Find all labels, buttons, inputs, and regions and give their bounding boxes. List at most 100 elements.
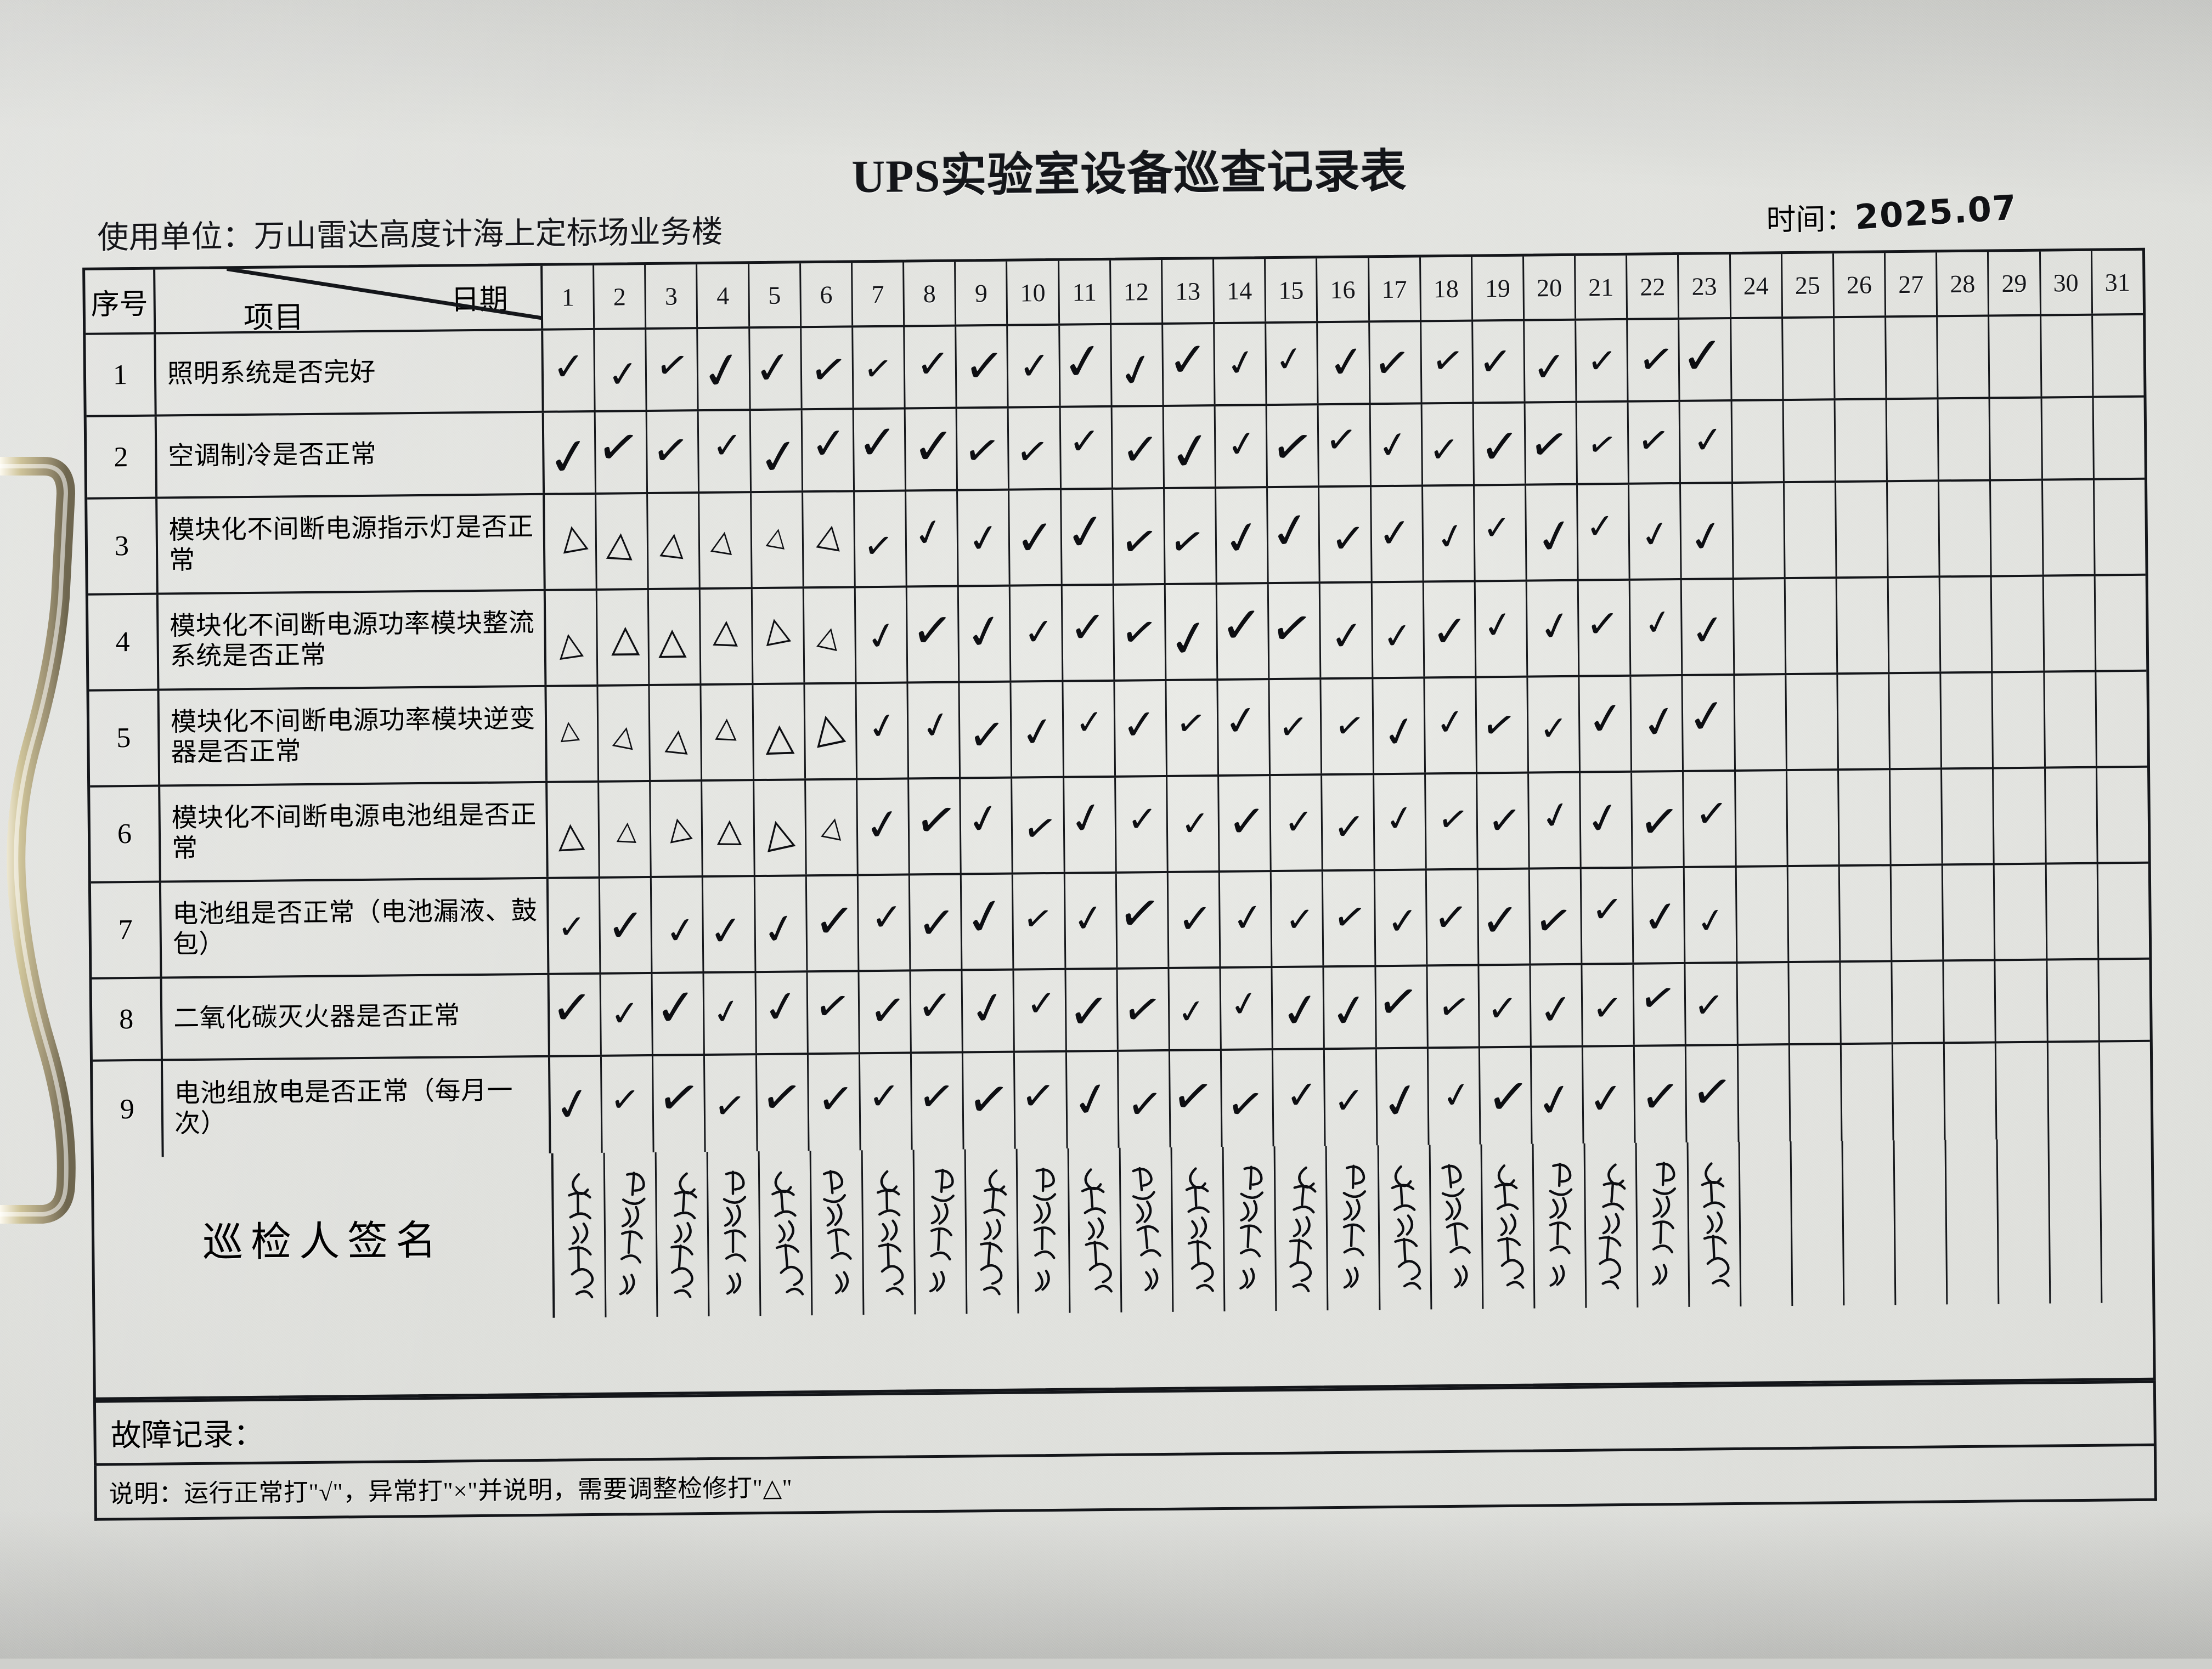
day-cell[interactable]: ✓ (1219, 776, 1272, 871)
day-cell[interactable]: ✓ (912, 1053, 964, 1150)
day-cell[interactable] (1993, 672, 2046, 767)
day-cell[interactable]: ✓ (602, 1056, 654, 1153)
day-cell[interactable]: ✓ (1578, 580, 1632, 675)
day-cell[interactable]: ✓ (1169, 969, 1222, 1049)
day-cell[interactable]: ✓ (1474, 485, 1527, 580)
day-cell[interactable]: ✓ (1009, 490, 1063, 585)
day-cell[interactable] (2047, 960, 2100, 1041)
day-cell[interactable]: ✓ (543, 330, 596, 411)
day-cell[interactable]: ✓ (1163, 324, 1216, 405)
day-cell[interactable]: ✓ (910, 875, 963, 970)
day-cell[interactable] (1838, 674, 1891, 769)
day-cell[interactable]: ✓ (1581, 772, 1633, 867)
signature-cell[interactable] (2101, 1138, 2152, 1303)
day-cell[interactable]: ✓ (1686, 1045, 1740, 1142)
day-cell[interactable]: ✓ (1376, 1049, 1430, 1146)
day-cell[interactable]: ✓ (1111, 324, 1164, 405)
day-cell[interactable]: ✓ (1272, 968, 1325, 1049)
day-cell[interactable]: ✓ (1681, 484, 1734, 578)
day-cell[interactable]: ✓ (1428, 1048, 1481, 1145)
day-cell[interactable]: ✓ (1061, 489, 1114, 584)
day-cell[interactable]: ✓ (549, 1056, 603, 1153)
day-cell[interactable]: ✓ (1324, 967, 1377, 1048)
day-cell[interactable]: ✓ (1218, 680, 1271, 775)
day-cell[interactable]: ✓ (1375, 870, 1428, 965)
day-cell[interactable]: ✓ (1632, 772, 1685, 867)
day-cell[interactable]: ✓ (1633, 868, 1686, 963)
day-cell[interactable]: ✓ (1271, 872, 1324, 966)
day-cell[interactable]: ✓ (1168, 1050, 1223, 1147)
day-cell[interactable]: ✓ (855, 587, 909, 682)
day-cell[interactable] (2093, 315, 2144, 396)
day-cell[interactable]: ✓ (961, 778, 1014, 873)
day-cell[interactable]: △ (752, 589, 805, 683)
day-cell[interactable] (1991, 480, 2044, 575)
day-cell[interactable]: ✓ (1628, 401, 1681, 483)
day-cell[interactable]: ✓ (1373, 678, 1426, 773)
day-cell[interactable]: ✓ (1325, 1049, 1378, 1146)
signature-cell[interactable] (862, 1150, 916, 1315)
day-cell[interactable]: ✓ (1323, 871, 1376, 966)
day-cell[interactable]: ✓ (548, 878, 601, 973)
day-cell[interactable]: ✓ (1062, 585, 1115, 680)
day-cell[interactable] (2097, 768, 2148, 862)
signature-cell[interactable] (914, 1149, 968, 1315)
day-cell[interactable] (1782, 318, 1836, 399)
day-cell[interactable]: ✓ (1525, 320, 1577, 401)
day-cell[interactable]: ✓ (1115, 873, 1170, 968)
day-cell[interactable]: ✓ (696, 329, 751, 410)
day-cell[interactable]: ✓ (1167, 777, 1220, 871)
signature-cell[interactable] (1740, 1141, 1793, 1306)
day-cell[interactable] (2045, 768, 2098, 863)
day-cell[interactable] (1838, 770, 1892, 865)
day-cell[interactable]: ✓ (1118, 969, 1170, 1050)
day-cell[interactable]: ✓ (1577, 402, 1630, 483)
day-cell[interactable]: ✓ (806, 876, 860, 971)
day-cell[interactable]: △ (803, 492, 856, 587)
signature-cell[interactable] (966, 1149, 1019, 1314)
day-cell[interactable]: ✓ (544, 412, 597, 493)
day-cell[interactable]: ✓ (652, 974, 706, 1054)
day-cell[interactable]: ✓ (1479, 965, 1532, 1046)
signature-cell[interactable] (1637, 1142, 1690, 1308)
day-cell[interactable]: ✓ (1266, 323, 1319, 404)
signature-cell[interactable] (1585, 1142, 1639, 1308)
day-cell[interactable]: ✓ (1164, 585, 1218, 679)
day-cell[interactable] (1732, 401, 1785, 482)
day-cell[interactable] (2042, 398, 2095, 479)
day-cell[interactable]: ✓ (1426, 870, 1480, 965)
day-cell[interactable]: ✓ (1112, 406, 1165, 488)
day-cell[interactable]: ✓ (1421, 321, 1474, 403)
day-cell[interactable]: ✓ (1635, 1046, 1688, 1143)
day-cell[interactable]: △ (753, 684, 806, 779)
day-cell[interactable]: ✓ (1114, 585, 1167, 680)
day-cell[interactable] (2094, 398, 2145, 478)
day-cell[interactable]: ✓ (1530, 869, 1583, 964)
day-cell[interactable]: ✓ (960, 874, 1014, 969)
day-cell[interactable]: ✓ (854, 409, 907, 490)
day-cell[interactable]: ✓ (802, 410, 855, 491)
day-cell[interactable]: ✓ (853, 327, 906, 408)
day-cell[interactable]: ✓ (1369, 322, 1423, 403)
day-cell[interactable]: △ (702, 781, 755, 876)
day-cell[interactable]: ✓ (958, 490, 1011, 585)
day-cell[interactable]: ✓ (860, 1054, 913, 1151)
day-cell[interactable]: ✓ (1474, 403, 1526, 484)
signature-cell[interactable] (1791, 1141, 1845, 1306)
signature-cell[interactable] (605, 1152, 658, 1317)
day-cell[interactable]: ✓ (1578, 484, 1630, 579)
day-cell[interactable]: ✓ (1477, 773, 1530, 868)
day-cell[interactable]: ✓ (1684, 771, 1737, 866)
day-cell[interactable]: ✓ (1634, 964, 1687, 1045)
day-cell[interactable]: ✓ (907, 587, 960, 682)
day-cell[interactable]: △ (545, 494, 597, 589)
day-cell[interactable]: ✓ (755, 876, 808, 971)
day-cell[interactable]: ✓ (1583, 1046, 1636, 1144)
signature-cell[interactable] (1688, 1141, 1742, 1307)
day-cell[interactable]: ✓ (1685, 867, 1737, 962)
day-cell[interactable] (2098, 864, 2149, 958)
day-cell[interactable]: ✓ (1529, 773, 1582, 868)
signature-cell[interactable] (1017, 1148, 1071, 1314)
day-cell[interactable]: ✓ (1221, 1050, 1274, 1147)
day-cell[interactable]: ✓ (1321, 679, 1374, 774)
